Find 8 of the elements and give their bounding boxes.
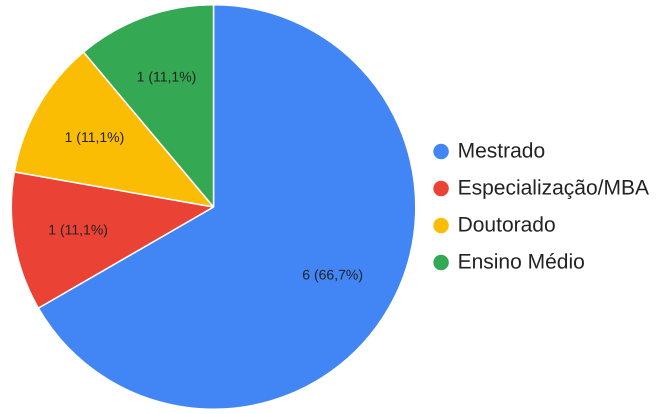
data-label: 1 (11,1%) xyxy=(136,68,196,85)
legend-label: Especialização/MBA xyxy=(458,176,649,200)
legend-label: Ensino Médio xyxy=(458,250,585,274)
data-label: 1 (11,1%) xyxy=(64,129,124,146)
legend-label: Doutorado xyxy=(458,213,556,236)
legend-label: Mestrado xyxy=(458,139,546,162)
data-label: 1 (11,1%) xyxy=(48,222,108,238)
data-label: 6 (66,7%) xyxy=(302,266,363,283)
